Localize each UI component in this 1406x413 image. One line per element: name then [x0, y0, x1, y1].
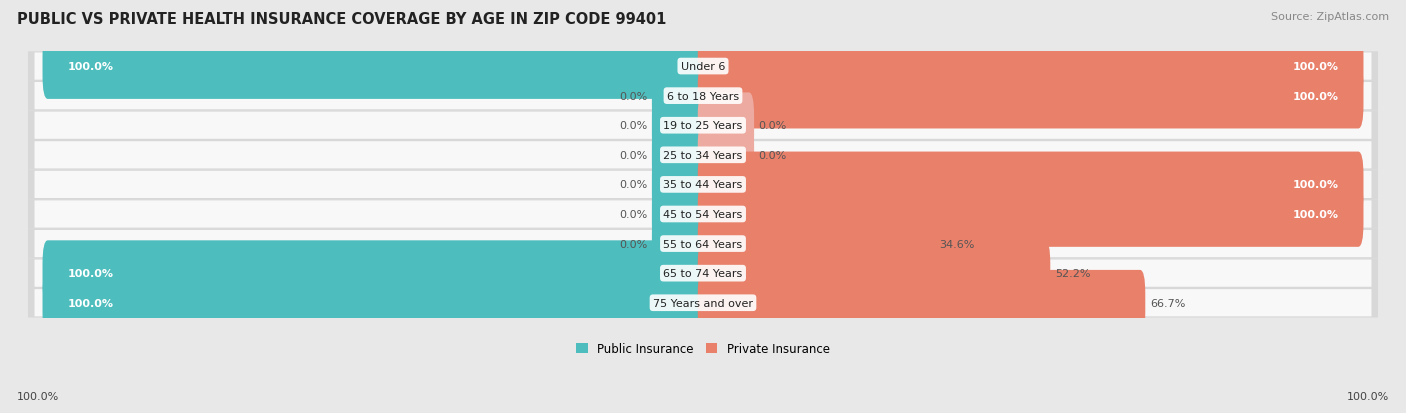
Text: 34.6%: 34.6% [939, 239, 974, 249]
FancyBboxPatch shape [697, 241, 1050, 306]
Text: 19 to 25 Years: 19 to 25 Years [664, 121, 742, 131]
FancyBboxPatch shape [28, 52, 1378, 82]
Text: 0.0%: 0.0% [619, 239, 647, 249]
FancyBboxPatch shape [697, 123, 754, 188]
FancyBboxPatch shape [697, 34, 1364, 100]
FancyBboxPatch shape [35, 260, 1371, 287]
FancyBboxPatch shape [42, 34, 709, 100]
FancyBboxPatch shape [35, 171, 1371, 199]
FancyBboxPatch shape [28, 111, 1378, 141]
Text: 35 to 44 Years: 35 to 44 Years [664, 180, 742, 190]
Text: 100.0%: 100.0% [67, 268, 114, 278]
Text: 55 to 64 Years: 55 to 64 Years [664, 239, 742, 249]
Text: 0.0%: 0.0% [619, 91, 647, 102]
FancyBboxPatch shape [28, 82, 1378, 111]
Text: 66.7%: 66.7% [1150, 298, 1185, 308]
FancyBboxPatch shape [652, 211, 709, 277]
FancyBboxPatch shape [28, 170, 1378, 200]
Text: 6 to 18 Years: 6 to 18 Years [666, 91, 740, 102]
FancyBboxPatch shape [697, 93, 754, 159]
FancyBboxPatch shape [35, 83, 1371, 110]
Text: Source: ZipAtlas.com: Source: ZipAtlas.com [1271, 12, 1389, 22]
FancyBboxPatch shape [652, 182, 709, 247]
FancyBboxPatch shape [28, 229, 1378, 259]
Text: 0.0%: 0.0% [759, 150, 787, 160]
FancyBboxPatch shape [28, 288, 1378, 318]
Text: 100.0%: 100.0% [67, 62, 114, 72]
Text: 100.0%: 100.0% [1292, 209, 1339, 219]
FancyBboxPatch shape [697, 152, 1364, 218]
FancyBboxPatch shape [652, 93, 709, 159]
Text: 100.0%: 100.0% [17, 391, 59, 401]
FancyBboxPatch shape [35, 201, 1371, 228]
Text: 52.2%: 52.2% [1054, 268, 1091, 278]
FancyBboxPatch shape [28, 259, 1378, 288]
Legend: Public Insurance, Private Insurance: Public Insurance, Private Insurance [571, 337, 835, 360]
FancyBboxPatch shape [28, 141, 1378, 170]
Text: 45 to 54 Years: 45 to 54 Years [664, 209, 742, 219]
FancyBboxPatch shape [35, 290, 1371, 317]
Text: 0.0%: 0.0% [619, 121, 647, 131]
FancyBboxPatch shape [697, 211, 935, 277]
Text: 100.0%: 100.0% [1292, 180, 1339, 190]
Text: 100.0%: 100.0% [1292, 91, 1339, 102]
Text: 25 to 34 Years: 25 to 34 Years [664, 150, 742, 160]
FancyBboxPatch shape [42, 241, 709, 306]
Text: 0.0%: 0.0% [759, 121, 787, 131]
Text: 0.0%: 0.0% [619, 180, 647, 190]
FancyBboxPatch shape [697, 270, 1146, 336]
FancyBboxPatch shape [35, 53, 1371, 81]
Text: 100.0%: 100.0% [1292, 62, 1339, 72]
Text: 65 to 74 Years: 65 to 74 Years [664, 268, 742, 278]
Text: 75 Years and over: 75 Years and over [652, 298, 754, 308]
Text: 0.0%: 0.0% [619, 150, 647, 160]
FancyBboxPatch shape [42, 270, 709, 336]
Text: Under 6: Under 6 [681, 62, 725, 72]
Text: 100.0%: 100.0% [1347, 391, 1389, 401]
FancyBboxPatch shape [697, 182, 1364, 247]
FancyBboxPatch shape [652, 123, 709, 188]
FancyBboxPatch shape [35, 112, 1371, 140]
Text: 100.0%: 100.0% [67, 298, 114, 308]
FancyBboxPatch shape [28, 200, 1378, 229]
Text: PUBLIC VS PRIVATE HEALTH INSURANCE COVERAGE BY AGE IN ZIP CODE 99401: PUBLIC VS PRIVATE HEALTH INSURANCE COVER… [17, 12, 666, 27]
FancyBboxPatch shape [697, 64, 1364, 129]
FancyBboxPatch shape [35, 142, 1371, 169]
Text: 0.0%: 0.0% [619, 209, 647, 219]
FancyBboxPatch shape [35, 230, 1371, 258]
FancyBboxPatch shape [652, 152, 709, 218]
FancyBboxPatch shape [652, 64, 709, 129]
